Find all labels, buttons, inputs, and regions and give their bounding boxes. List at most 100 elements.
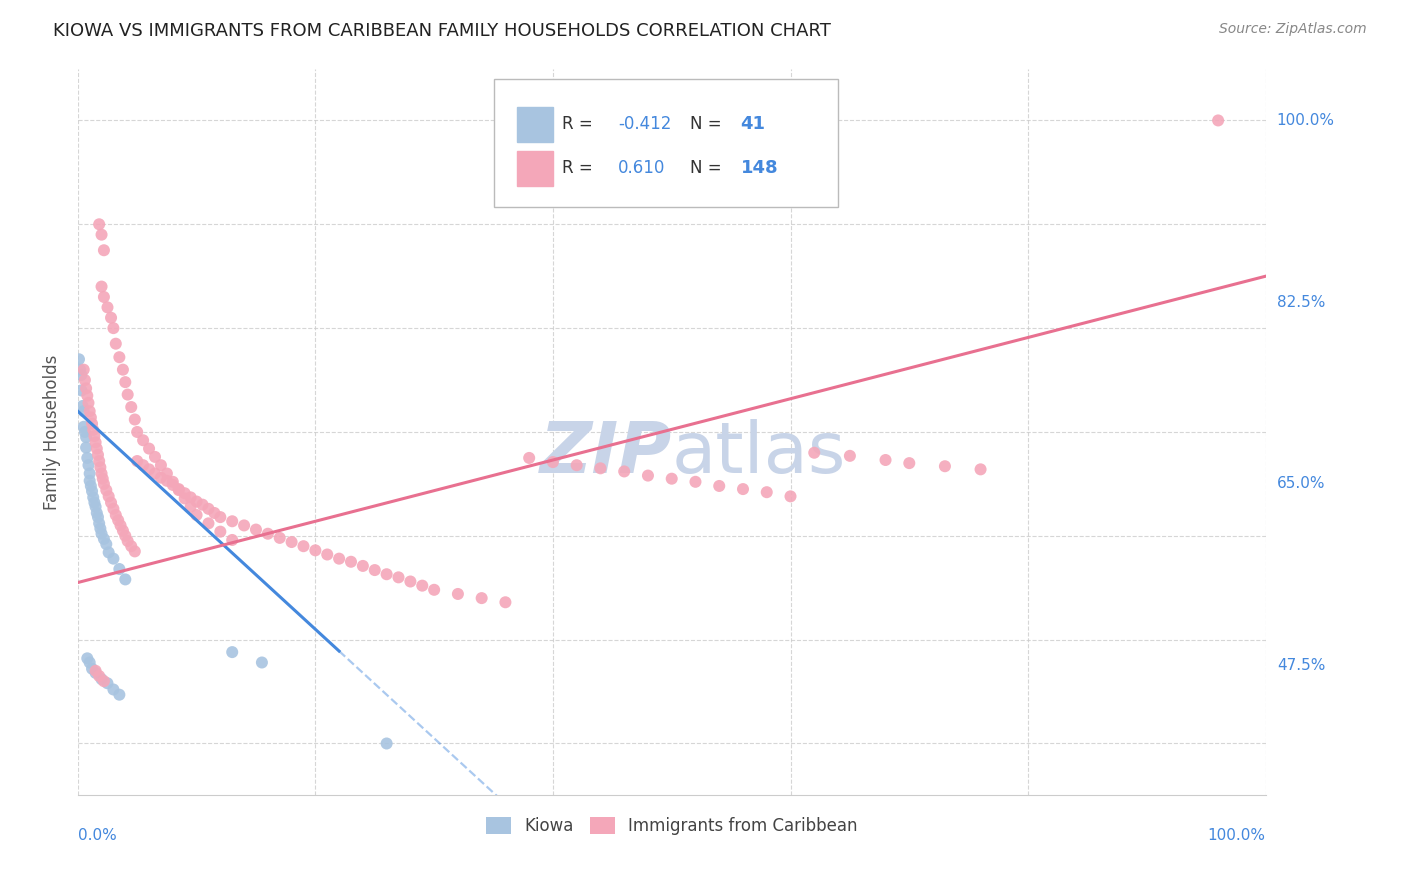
Point xyxy=(75,430,97,444)
Point xyxy=(202,506,225,520)
Point xyxy=(100,310,122,325)
Point xyxy=(969,462,991,476)
Point xyxy=(423,582,446,597)
FancyBboxPatch shape xyxy=(494,79,838,207)
Text: atlas: atlas xyxy=(672,419,846,488)
Point xyxy=(89,516,111,531)
Point xyxy=(120,400,142,414)
Point xyxy=(93,674,115,689)
Point xyxy=(316,548,339,562)
Point xyxy=(167,483,190,497)
Point xyxy=(111,362,134,376)
Point xyxy=(221,645,243,659)
Point xyxy=(73,425,96,439)
Point xyxy=(838,449,860,463)
Point xyxy=(96,537,118,551)
Point xyxy=(132,434,155,448)
Point xyxy=(328,551,350,566)
Point xyxy=(120,539,142,553)
Point xyxy=(132,458,155,473)
Point xyxy=(83,495,105,509)
Point xyxy=(245,523,267,537)
Point xyxy=(108,562,131,576)
Point xyxy=(685,475,707,489)
Point xyxy=(304,543,326,558)
Point xyxy=(494,595,516,609)
Point xyxy=(67,352,90,367)
Point xyxy=(180,500,202,514)
Bar xyxy=(517,151,553,186)
Point xyxy=(79,474,101,488)
Text: ZIP: ZIP xyxy=(540,419,672,488)
Point xyxy=(89,454,111,468)
Point xyxy=(69,362,91,376)
Point xyxy=(661,472,683,486)
Legend: Kiowa, Immigrants from Caribbean: Kiowa, Immigrants from Caribbean xyxy=(479,810,865,841)
Point xyxy=(447,587,470,601)
Point xyxy=(89,669,111,683)
Point xyxy=(84,665,107,680)
Point xyxy=(138,442,160,456)
Point xyxy=(93,244,115,258)
Point xyxy=(75,381,97,395)
Text: 0.0%: 0.0% xyxy=(77,828,117,843)
Point xyxy=(86,506,108,520)
Point xyxy=(72,399,94,413)
Point xyxy=(82,423,104,437)
Point xyxy=(387,570,409,584)
Point xyxy=(149,458,172,473)
Point xyxy=(80,410,103,425)
Point xyxy=(117,534,139,549)
Point xyxy=(84,435,107,450)
Point xyxy=(209,510,232,524)
Point xyxy=(124,544,146,558)
Point xyxy=(221,514,243,528)
Point xyxy=(76,651,98,665)
Point xyxy=(73,404,96,418)
Point xyxy=(104,336,127,351)
Point xyxy=(167,482,190,496)
Text: R =: R = xyxy=(562,159,599,178)
Point xyxy=(100,495,122,509)
Point xyxy=(89,460,111,475)
Point xyxy=(340,555,363,569)
Point xyxy=(149,470,172,484)
Point xyxy=(517,450,540,465)
Point xyxy=(375,567,398,582)
Point xyxy=(90,672,112,686)
Point xyxy=(97,545,120,559)
Point xyxy=(70,368,93,382)
Point xyxy=(111,524,134,538)
Point xyxy=(180,491,202,505)
Point xyxy=(117,387,139,401)
Point xyxy=(90,227,112,242)
Text: 82.5%: 82.5% xyxy=(1277,294,1324,310)
Point xyxy=(114,375,136,389)
Y-axis label: Family Households: Family Households xyxy=(44,354,60,509)
Point xyxy=(364,563,387,577)
Point xyxy=(107,513,129,527)
Text: R =: R = xyxy=(562,115,599,134)
Text: 65.0%: 65.0% xyxy=(1277,476,1326,491)
Point xyxy=(613,465,636,479)
Point xyxy=(83,429,105,443)
Point xyxy=(269,531,291,545)
Point xyxy=(87,510,110,524)
Point xyxy=(399,574,422,589)
Point xyxy=(73,362,96,376)
Point xyxy=(221,533,243,547)
Point xyxy=(589,461,612,475)
Point xyxy=(779,489,801,503)
Point xyxy=(731,482,754,496)
Point xyxy=(565,458,588,473)
Point xyxy=(79,467,101,481)
Point xyxy=(82,491,104,505)
Point xyxy=(173,486,195,500)
Point xyxy=(79,404,101,418)
Point xyxy=(124,412,146,426)
Point xyxy=(103,551,125,566)
Point xyxy=(86,442,108,456)
Point xyxy=(541,455,564,469)
Point xyxy=(173,491,195,506)
Point xyxy=(292,539,315,553)
